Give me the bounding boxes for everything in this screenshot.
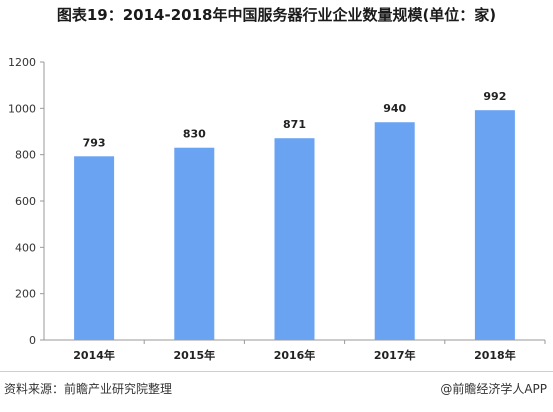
bar: [274, 138, 315, 340]
data-label: 992: [483, 90, 506, 103]
brand-credit: @前瞻经济学人APP: [440, 382, 547, 396]
data-label: 793: [83, 136, 106, 149]
y-tick-label: 1200: [8, 56, 36, 69]
data-label: 940: [383, 102, 406, 115]
y-tick-label: 200: [15, 288, 36, 301]
bar-chart: 0 200 400 600 800 1000 1200 2014年 2015年 2016年 2017…: [8, 56, 546, 362]
x-tick-label: 2017年: [374, 348, 416, 362]
y-tick-label: 1000: [8, 102, 36, 115]
bar: [474, 110, 515, 340]
y-tick-label: 600: [15, 195, 36, 208]
x-tick-label: 2018年: [474, 348, 516, 362]
source-note: 资料来源：前瞻产业研究院整理: [4, 382, 173, 396]
bar: [374, 122, 415, 340]
chart-title: 图表19：2014-2018年中国服务器行业企业数量规模(单位：家): [56, 6, 497, 24]
x-tick-label: 2014年: [73, 348, 115, 362]
y-tick-label: 800: [15, 149, 36, 162]
x-tick-label: 2015年: [173, 348, 215, 362]
y-tick-label: 400: [15, 241, 36, 254]
data-label: 871: [283, 118, 306, 131]
x-tick-label: 2016年: [274, 348, 316, 362]
chart-bars: [74, 110, 515, 340]
bar: [174, 147, 215, 340]
chart-data-labels: 793 830 871 940 992: [83, 90, 507, 149]
y-tick-label: 0: [29, 334, 36, 347]
bar: [74, 156, 115, 340]
footer-divider: [0, 371, 553, 372]
chart-axes: 0 200 400 600 800 1000 1200 2014年 2015年 2016年 2017…: [8, 56, 546, 362]
data-label: 830: [183, 128, 206, 141]
